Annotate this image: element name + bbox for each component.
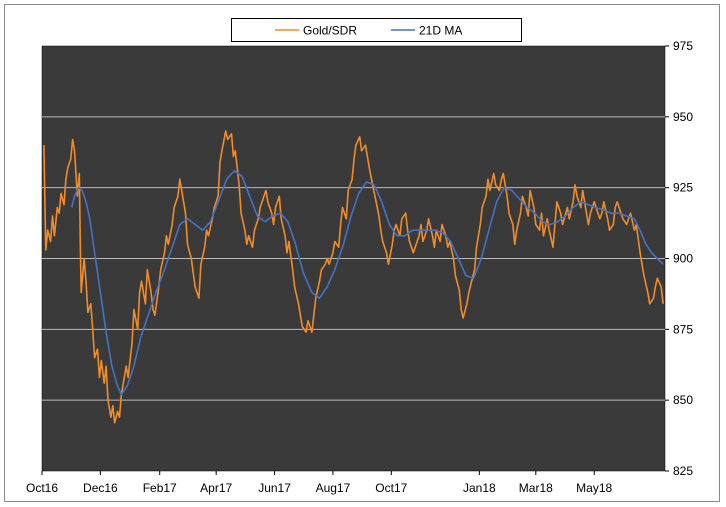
x-axis-ticks: Oct16 Dec16 Feb17 Apr17 Jun17 Aug17 Oct17 Jan18…	[26, 471, 613, 495]
y-axis-ticks: 825 850 875 900 925 950 975	[665, 39, 693, 478]
series-line-21d-ma	[70, 169, 664, 396]
x-tick-label: Feb17	[143, 481, 177, 495]
y-tick-label: 825	[673, 464, 693, 478]
legend-label-21d-ma: 21D MA	[419, 24, 462, 38]
chart-canvas: Gold/SDR 21D MA 825 850 875 900 925 950 975 Oc…	[26, 18, 693, 495]
x-tick-label: Oct17	[375, 481, 407, 495]
x-tick-label: Aug17	[316, 481, 351, 495]
y-tick-label: 925	[673, 181, 693, 195]
series-line-gold-sdr	[43, 130, 664, 424]
y-tick-label: 950	[673, 110, 693, 124]
series-lines	[43, 130, 664, 424]
x-tick-label: Mar18	[519, 481, 553, 495]
chart-frame: Gold/SDR 21D MA 825 850 875 900 925 950 975 Oc…	[4, 4, 720, 502]
x-tick-label: Jan18	[463, 481, 496, 495]
x-tick-label: Apr17	[200, 481, 232, 495]
x-tick-label: Jun17	[258, 481, 291, 495]
y-tick-label: 850	[673, 393, 693, 407]
legend-box	[231, 18, 522, 42]
chart-legend: Gold/SDR 21D MA	[231, 18, 522, 42]
gridlines	[42, 116, 665, 401]
x-tick-label: Dec16	[83, 481, 118, 495]
legend-label-gold-sdr: Gold/SDR	[303, 24, 357, 38]
x-tick-label: Oct16	[26, 481, 58, 495]
y-tick-label: 875	[673, 322, 693, 336]
y-tick-label: 975	[673, 39, 693, 53]
y-tick-label: 900	[673, 252, 693, 266]
x-tick-label: May18	[576, 481, 612, 495]
